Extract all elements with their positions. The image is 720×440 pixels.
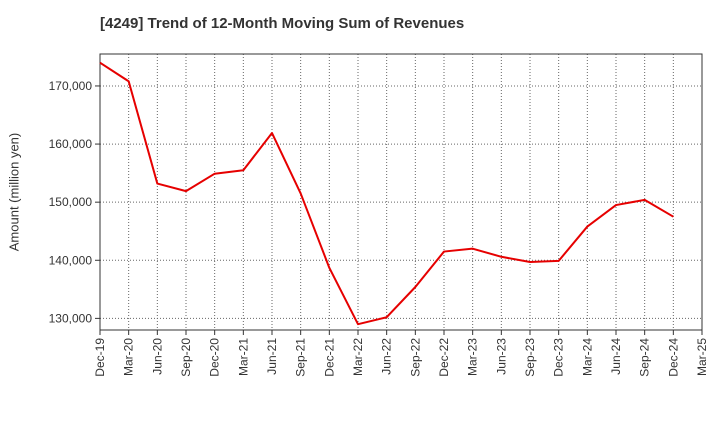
x-tick-label: Mar-23 bbox=[466, 338, 480, 376]
x-tick-label: Jun-23 bbox=[494, 338, 508, 375]
data-point bbox=[99, 62, 101, 64]
data-point bbox=[214, 173, 216, 175]
data-point bbox=[242, 169, 244, 171]
data-point bbox=[300, 192, 302, 194]
data-point bbox=[156, 183, 158, 185]
x-tick-label: Mar-24 bbox=[580, 338, 594, 376]
x-tick-label: Jun-20 bbox=[150, 338, 164, 375]
data-point bbox=[615, 204, 617, 206]
data-point bbox=[357, 323, 359, 325]
data-point bbox=[128, 80, 130, 82]
data-point bbox=[414, 286, 416, 288]
data-point bbox=[558, 260, 560, 262]
y-tick-label: 160,000 bbox=[49, 137, 93, 151]
x-tick-label: Dec-19 bbox=[93, 338, 107, 377]
plot-frame bbox=[99, 53, 703, 331]
x-tick-label: Dec-20 bbox=[208, 338, 222, 377]
x-tick-label: Dec-22 bbox=[437, 338, 451, 377]
data-point bbox=[529, 261, 531, 263]
data-point bbox=[500, 256, 502, 258]
x-tick-label: Sep-24 bbox=[638, 338, 652, 377]
y-tick-label: 140,000 bbox=[49, 253, 93, 267]
x-tick-label: Mar-25 bbox=[695, 338, 709, 376]
data-point bbox=[185, 190, 187, 192]
x-tick-label: Dec-24 bbox=[666, 338, 680, 377]
y-tick-label: 130,000 bbox=[49, 311, 93, 325]
x-tick-label: Mar-20 bbox=[122, 338, 136, 376]
x-tick-label: Jun-21 bbox=[265, 338, 279, 375]
x-tick-label: Mar-21 bbox=[236, 338, 250, 376]
data-point bbox=[386, 316, 388, 318]
x-tick-label: Sep-20 bbox=[179, 338, 193, 377]
data-point bbox=[586, 226, 588, 228]
data-point bbox=[472, 248, 474, 250]
x-tick-label: Sep-23 bbox=[523, 338, 537, 377]
data-point bbox=[443, 251, 445, 253]
y-tick-label: 150,000 bbox=[49, 195, 93, 209]
y-tick-label: 170,000 bbox=[49, 79, 93, 93]
data-point bbox=[271, 132, 273, 134]
x-tick-label: Dec-23 bbox=[552, 338, 566, 377]
x-tick-label: Sep-22 bbox=[408, 338, 422, 377]
x-tick-label: Jun-24 bbox=[609, 338, 623, 375]
data-point bbox=[644, 199, 646, 201]
x-tick-label: Dec-21 bbox=[322, 338, 336, 377]
x-tick-label: Mar-22 bbox=[351, 338, 365, 376]
x-tick-label: Sep-21 bbox=[294, 338, 308, 377]
series-line bbox=[99, 61, 674, 326]
data-point bbox=[328, 267, 330, 269]
x-tick-label: Jun-22 bbox=[380, 338, 394, 375]
data-point bbox=[672, 216, 674, 218]
chart-title: [4249] Trend of 12-Month Moving Sum of R… bbox=[100, 15, 465, 32]
